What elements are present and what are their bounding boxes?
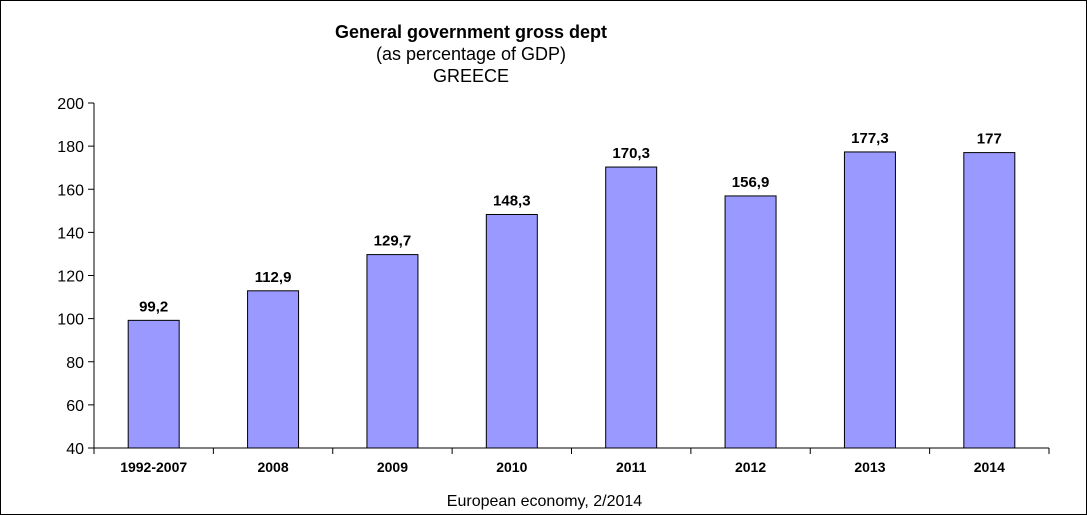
y-tick-label: 140 [57,225,84,242]
bar [963,152,1016,449]
bar-chart: 40 60 80 100 120 140 160 180 200 99,2 1992-2007 112… [57,96,1050,475]
y-tick-label: 80 [66,355,84,372]
bar [127,319,180,449]
y-tick-label: 60 [66,398,84,415]
y-tick-label: 180 [57,139,84,156]
x-category-label: 2011 [616,459,647,475]
y-tick-label: 40 [66,441,84,458]
y-tick-label: 200 [57,96,84,113]
chart-country: GREECE [432,66,510,86]
data-label: 99,2 [139,298,168,315]
chart-title: General government gross dept [334,22,608,42]
x-category-label: 2010 [496,459,527,475]
bar [605,166,658,449]
x-category-label: 2013 [854,459,885,475]
bar [843,151,896,449]
data-label: 156,9 [732,174,770,191]
data-label: 177,3 [851,130,889,147]
x-category-label: 2009 [377,459,408,475]
bar [485,213,538,449]
source-note: European economy, 2/2014 [446,493,643,510]
y-tick-label: 100 [57,312,84,329]
chart-subtitle: (as percentage of GDP) [375,44,567,64]
data-label: 177 [977,131,1002,148]
bar [724,195,777,449]
x-category-label: 1992-2007 [120,459,187,475]
y-tick-label: 160 [57,182,84,199]
data-label: 112,9 [255,269,292,286]
data-label: 148,3 [493,192,531,209]
x-category-label: 2012 [735,459,766,475]
title-block: General government gross dept (as percen… [1,21,941,87]
data-label: 129,7 [374,233,412,250]
bar [247,290,300,449]
bar [366,254,419,449]
y-tick-label: 120 [57,269,84,286]
x-category-label: 2014 [974,459,1005,475]
x-category-label: 2008 [257,459,288,475]
data-label: 170,3 [612,145,650,162]
